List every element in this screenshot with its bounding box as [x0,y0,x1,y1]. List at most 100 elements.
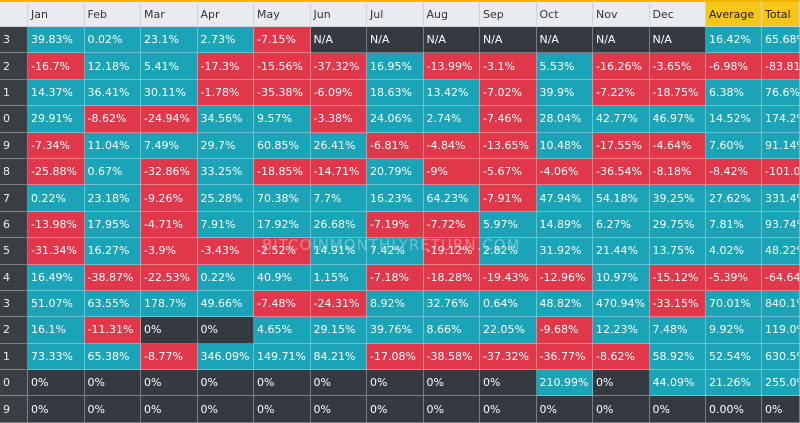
column-header: Apr [197,0,254,27]
return-cell: -18.85% [254,158,311,186]
return-cell: 39.9% [536,79,593,107]
return-cell: -22.53% [141,264,198,291]
return-cell: 8.92% [367,290,424,318]
return-cell: 7.49% [141,132,198,159]
return-cell: N/A [310,27,367,54]
return-cell: -7.22% [593,79,650,107]
return-cell: -32.86% [141,158,198,186]
return-cell: 0.67% [84,158,141,186]
return-cell: 17.92% [254,211,311,239]
return-cell: -4.84% [423,132,480,159]
row-label: 5 [0,238,28,265]
return-cell: -37.32% [310,53,367,80]
return-cell: 33.25% [197,158,254,186]
return-cell: 0% [28,396,85,423]
return-cell: 0% [141,317,198,344]
return-cell: 0% [254,370,311,397]
return-cell: 0.22% [197,264,254,291]
return-cell: 1.15% [310,264,367,291]
return-cell: 42.77% [593,106,650,133]
return-cell: -11.31% [84,317,141,344]
return-cell: 346.09% [197,343,254,371]
return-cell: 630.5% [762,343,800,371]
return-cell: 32.76% [423,290,480,318]
return-cell: 17.95% [84,211,141,239]
return-cell: 9.57% [254,106,311,133]
return-cell: 16.23% [367,185,424,212]
return-cell: -36.54% [593,158,650,186]
return-cell: 0% [141,370,198,397]
return-cell: -8.62% [593,343,650,371]
return-cell: 29.15% [310,317,367,344]
return-cell: 93.74% [762,211,800,239]
return-cell: -3.65% [649,53,706,80]
return-cell: 0% [593,370,650,397]
return-cell: 0% [536,396,593,423]
return-cell: 29.91% [28,106,85,133]
return-cell: -3.38% [310,106,367,133]
return-cell: 0.00% [706,396,762,423]
return-cell: 178.7% [141,290,198,318]
return-cell: 47.94% [536,185,593,212]
return-cell: 0% [593,396,650,423]
return-cell: 58.92% [649,343,706,371]
return-cell: 23.1% [141,27,198,54]
return-cell: 210.99% [536,370,593,397]
return-cell: 0% [649,396,706,423]
return-cell: -2.52% [254,238,311,265]
return-cell: 8.66% [423,317,480,344]
return-cell: 9.92% [706,317,762,344]
return-cell: -36.77% [536,343,593,371]
return-cell: -8.77% [141,343,198,371]
return-cell: -6.98% [706,53,762,80]
return-cell: -19.43% [480,264,537,291]
return-cell: -4.71% [141,211,198,239]
return-cell: 0% [197,370,254,397]
row-label: 4 [0,264,28,291]
return-cell: N/A [423,27,480,54]
return-cell: -7.46% [480,106,537,133]
return-cell: -7.15% [254,27,311,54]
return-cell: 10.48% [536,132,593,159]
row-label: 0 [0,370,28,397]
column-header: Nov [593,0,650,27]
return-cell: 0% [28,370,85,397]
return-cell: 60.85% [254,132,311,159]
return-cell: -9.26% [141,185,198,212]
return-cell: -13.99% [423,53,480,80]
row-label: 1 [0,343,28,371]
return-cell: -13.65% [480,132,537,159]
return-cell: 6.38% [706,79,762,107]
return-cell: 470.94% [593,290,650,318]
return-cell: 0% [84,370,141,397]
return-cell: -24.94% [141,106,198,133]
return-cell: 14.91% [310,238,367,265]
return-cell: 91.14% [762,132,800,159]
return-cell: 23.18% [84,185,141,212]
return-cell: -17.08% [367,343,424,371]
return-cell: -15.12% [649,264,706,291]
row-label: 3 [0,290,28,318]
return-cell: 840.1% [762,290,800,318]
return-cell: 16.27% [84,238,141,265]
return-cell: 16.42% [706,27,762,54]
return-cell: 0% [480,396,537,423]
return-cell: 0.64% [480,290,537,318]
return-cell: 0% [480,370,537,397]
return-cell: N/A [593,27,650,54]
return-cell: 6.27% [593,211,650,239]
return-cell: 7.91% [197,211,254,239]
return-cell: 12.18% [84,53,141,80]
return-cell: 52.54% [706,343,762,371]
column-header: May [254,0,311,27]
return-cell: 13.42% [423,79,480,107]
return-cell: 70.38% [254,185,311,212]
return-cell: 64.23% [423,185,480,212]
return-cell: -5.39% [706,264,762,291]
row-label: 9 [0,132,28,159]
return-cell: 2.82% [480,238,537,265]
return-cell: 16.1% [28,317,85,344]
return-cell: 149.71% [254,343,311,371]
return-cell: 51.07% [28,290,85,318]
